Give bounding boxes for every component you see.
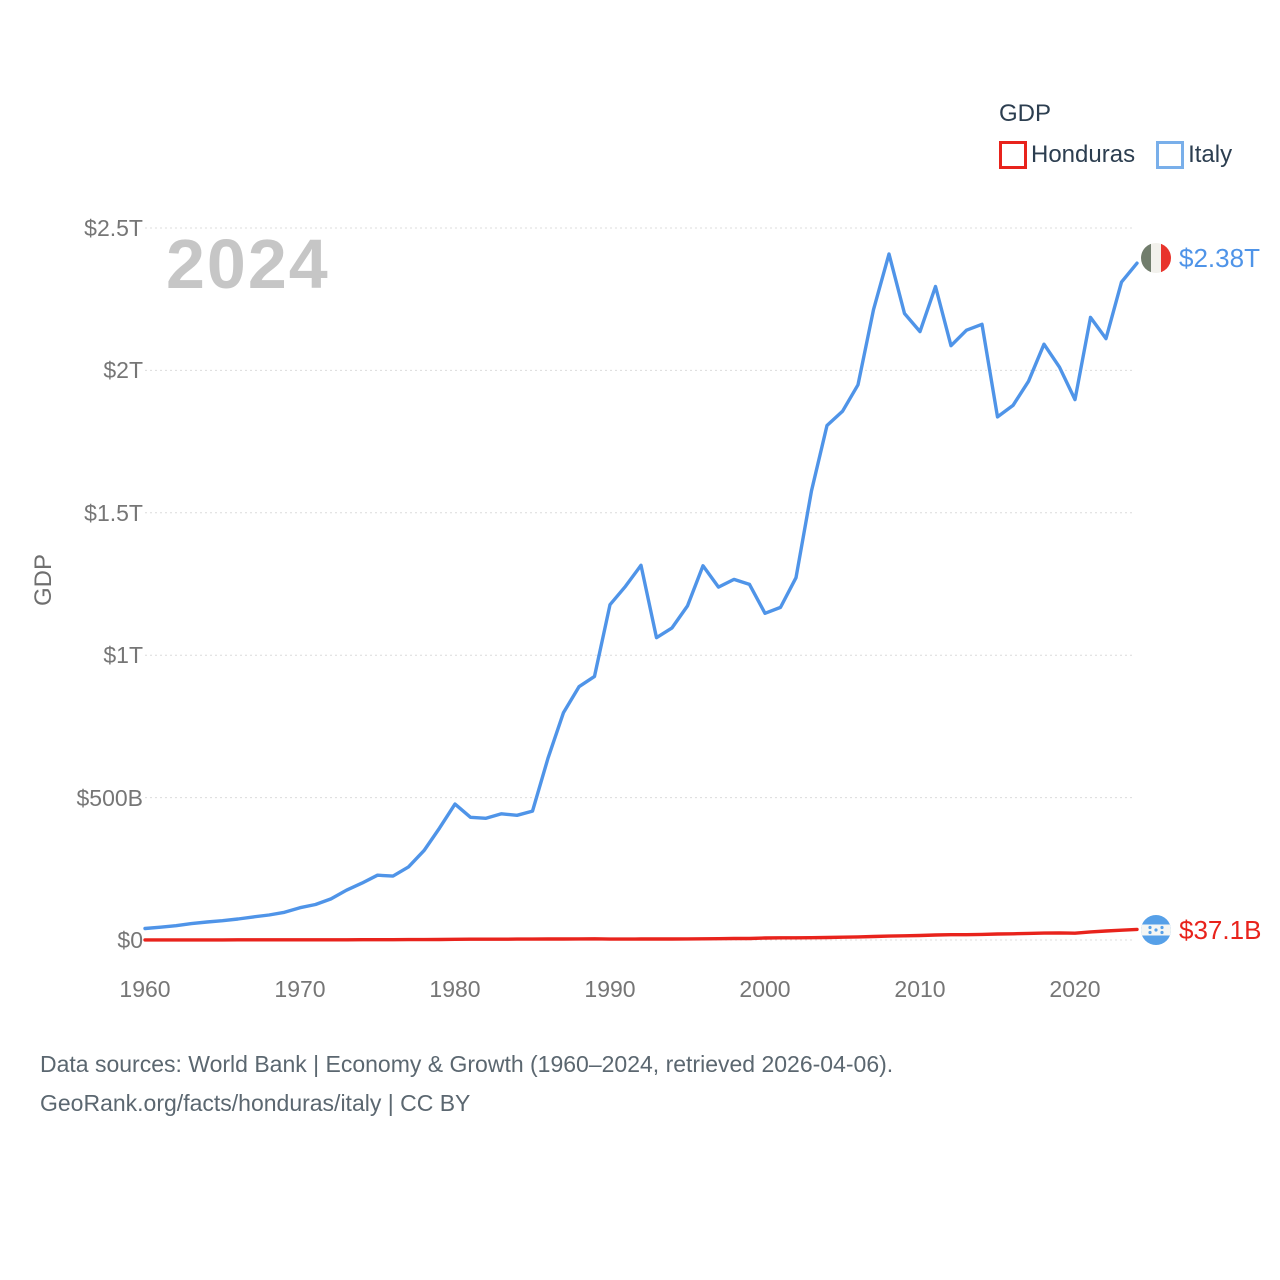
year-watermark: 2024 [166,225,330,303]
y-tick-label: $1T [103,642,143,669]
data-sources-line: Data sources: World Bank | Economy & Gro… [40,1051,894,1077]
attribution-line: GeoRank.org/facts/honduras/italy | CC BY [40,1090,471,1116]
y-tick-label: $2.5T [84,215,143,241]
italy-end-value: $2.38T [1179,243,1260,273]
legend-title: GDP [999,100,1052,127]
legend: GDP Honduras Italy [999,100,1232,169]
italy-flag-icon [1141,243,1171,273]
italy-swatch-icon [1156,141,1185,169]
y-tick-label: $1.5T [84,499,143,526]
legend-item-label: Italy [1188,141,1233,168]
x-tick-label: 2010 [894,976,946,1002]
x-tick-label: 1980 [429,976,481,1002]
italy-end-label: $2.38T [1141,243,1260,273]
honduras-flag-icon [1141,915,1171,945]
x-tick-label: 1990 [584,976,636,1002]
x-tick-label: 1960 [119,976,171,1002]
honduras-end-label: $37.1B [1141,915,1261,945]
legend-item-label: Honduras [1031,141,1136,168]
x-tick-label: 2000 [739,976,791,1002]
x-tick-label: 1970 [274,976,326,1002]
y-tick-label: $0 [117,927,143,953]
honduras-swatch-icon [999,141,1027,169]
honduras-end-value: $37.1B [1179,915,1262,945]
legend-item-honduras[interactable]: Honduras [999,141,1135,169]
legend-item-italy[interactable]: Italy [1156,141,1232,169]
y-tick-label: $500B [76,784,143,811]
x-tick-label: 2020 [1049,976,1101,1002]
italy-line[interactable] [143,252,1139,931]
honduras-line[interactable] [143,927,1139,942]
y-tick-label: $2T [103,357,143,384]
footer: Data sources: World Bank | Economy & Gro… [40,1045,893,1123]
legend-items: Honduras Italy [999,141,1232,169]
